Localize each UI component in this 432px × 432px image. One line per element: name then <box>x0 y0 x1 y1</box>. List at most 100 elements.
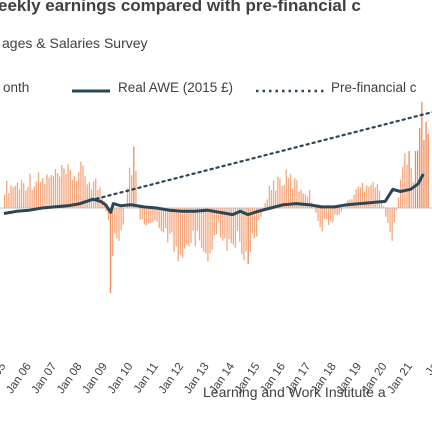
bar-month <box>198 208 201 241</box>
bar-month <box>18 189 21 208</box>
bar-month <box>275 190 277 208</box>
prefinancial-trend-line <box>89 111 432 202</box>
bar-month <box>145 208 148 226</box>
bar-month <box>73 176 76 208</box>
bar-month <box>374 187 376 208</box>
bar-month <box>148 208 150 224</box>
bar-month <box>54 169 57 208</box>
bar-month <box>239 208 241 242</box>
bar-month <box>251 208 254 234</box>
bar-month <box>321 208 323 232</box>
bar-month <box>334 208 336 215</box>
bar-month <box>281 185 283 208</box>
bar-month <box>33 186 35 208</box>
bar-month <box>71 179 74 208</box>
bar-month <box>226 208 228 251</box>
source-note: Learning and Work Institute a <box>203 384 386 400</box>
x-tick-label: Jan 08 <box>55 361 85 396</box>
bar-month <box>52 176 55 208</box>
bar-month <box>294 178 296 208</box>
x-tick-label: Jan 21 <box>385 361 415 396</box>
bar-month <box>224 208 226 238</box>
chart-title: eekly earnings compared with pre-financi… <box>0 0 361 15</box>
bar-month <box>340 208 343 212</box>
bar-month <box>154 208 156 220</box>
bar-month <box>186 208 188 245</box>
bar-month <box>397 197 400 208</box>
bar-month <box>338 208 340 215</box>
bar-month <box>107 208 110 220</box>
bar-month <box>228 208 230 240</box>
bar-month <box>184 208 186 249</box>
bar-month <box>400 179 402 208</box>
bar-month <box>408 151 410 208</box>
bar-month <box>141 208 143 220</box>
bar-month <box>416 150 419 208</box>
bar-month <box>150 208 152 224</box>
x-tick-label: Jan 09 <box>80 361 110 396</box>
bar-month <box>249 208 251 252</box>
bar-month <box>37 172 40 208</box>
bar-month <box>220 208 222 238</box>
legend-label-month: onth <box>3 80 30 95</box>
bar-month <box>35 181 38 208</box>
bar-month <box>232 208 235 245</box>
bar-month <box>332 208 334 223</box>
bar-month <box>105 208 107 212</box>
bar-month <box>139 208 141 220</box>
bar-month <box>236 208 239 231</box>
bar-month <box>48 177 50 208</box>
bar-month <box>383 206 385 208</box>
series-lines <box>3 111 432 217</box>
bar-month <box>285 169 287 208</box>
bar-month <box>122 208 124 225</box>
bar-month <box>330 208 332 222</box>
bar-month <box>16 182 19 208</box>
bar-month <box>120 208 122 231</box>
bar-month <box>245 208 247 252</box>
bar-month <box>207 208 209 262</box>
bar-month <box>264 203 266 208</box>
bar-month <box>353 194 355 208</box>
x-tick-label: 05 <box>0 361 8 378</box>
bar-month <box>209 208 211 254</box>
bar-month <box>173 208 175 253</box>
bar-month <box>167 208 169 243</box>
bar-month <box>404 153 406 208</box>
bar-month <box>372 182 374 208</box>
bar-month <box>302 193 304 208</box>
bar-month <box>44 183 46 208</box>
bar-month <box>211 208 213 250</box>
bar-month <box>63 168 65 208</box>
chart-subtitle: ages & Salaries Survey <box>2 35 148 51</box>
bar-month <box>423 140 425 208</box>
bar-month <box>196 208 199 231</box>
bar-month <box>88 182 91 208</box>
bar-month <box>131 175 133 208</box>
bar-month <box>158 208 160 229</box>
bar-month <box>194 208 196 247</box>
bar-month <box>241 208 243 255</box>
bar-month <box>412 182 415 208</box>
bar-month <box>296 180 298 208</box>
bar-month <box>205 208 207 254</box>
bar-month <box>42 178 44 208</box>
bar-month <box>378 190 381 208</box>
bar-month <box>256 208 258 237</box>
bar-month <box>12 187 14 208</box>
bar-month <box>78 171 80 208</box>
bar-month <box>359 187 362 208</box>
bar-month <box>160 208 163 232</box>
bar-month <box>8 193 10 208</box>
bar-month <box>300 189 302 208</box>
bar-month <box>319 208 321 228</box>
bar-month <box>27 186 29 208</box>
bar-month <box>31 189 33 208</box>
bar-month <box>287 177 290 208</box>
bar-month <box>92 181 95 208</box>
bar-month <box>298 191 300 208</box>
x-tick-label: Ja <box>424 360 432 377</box>
bar-month <box>188 208 190 247</box>
bar-month <box>266 199 268 208</box>
